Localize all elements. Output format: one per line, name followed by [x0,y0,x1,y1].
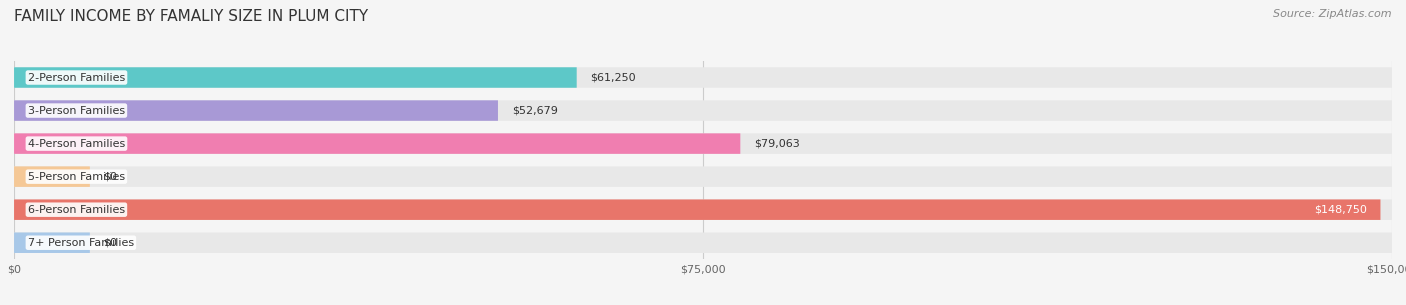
Text: $0: $0 [104,238,118,248]
FancyBboxPatch shape [14,67,576,88]
FancyBboxPatch shape [14,133,1392,154]
Text: 6-Person Families: 6-Person Families [28,205,125,215]
Text: $52,679: $52,679 [512,106,558,116]
FancyBboxPatch shape [14,167,90,187]
Text: Source: ZipAtlas.com: Source: ZipAtlas.com [1274,9,1392,19]
FancyBboxPatch shape [14,133,741,154]
Text: $79,063: $79,063 [754,138,800,149]
FancyBboxPatch shape [14,67,1392,88]
Text: 5-Person Families: 5-Person Families [28,172,125,182]
Text: 3-Person Families: 3-Person Families [28,106,125,116]
FancyBboxPatch shape [14,100,498,121]
Text: $148,750: $148,750 [1313,205,1367,215]
FancyBboxPatch shape [14,199,1381,220]
FancyBboxPatch shape [14,232,1392,253]
FancyBboxPatch shape [14,199,1392,220]
Text: 7+ Person Families: 7+ Person Families [28,238,134,248]
Text: FAMILY INCOME BY FAMALIY SIZE IN PLUM CITY: FAMILY INCOME BY FAMALIY SIZE IN PLUM CI… [14,9,368,24]
Text: 4-Person Families: 4-Person Families [28,138,125,149]
Text: $61,250: $61,250 [591,73,636,83]
FancyBboxPatch shape [14,100,1392,121]
Text: $0: $0 [104,172,118,182]
Text: 2-Person Families: 2-Person Families [28,73,125,83]
FancyBboxPatch shape [14,232,90,253]
FancyBboxPatch shape [14,167,1392,187]
